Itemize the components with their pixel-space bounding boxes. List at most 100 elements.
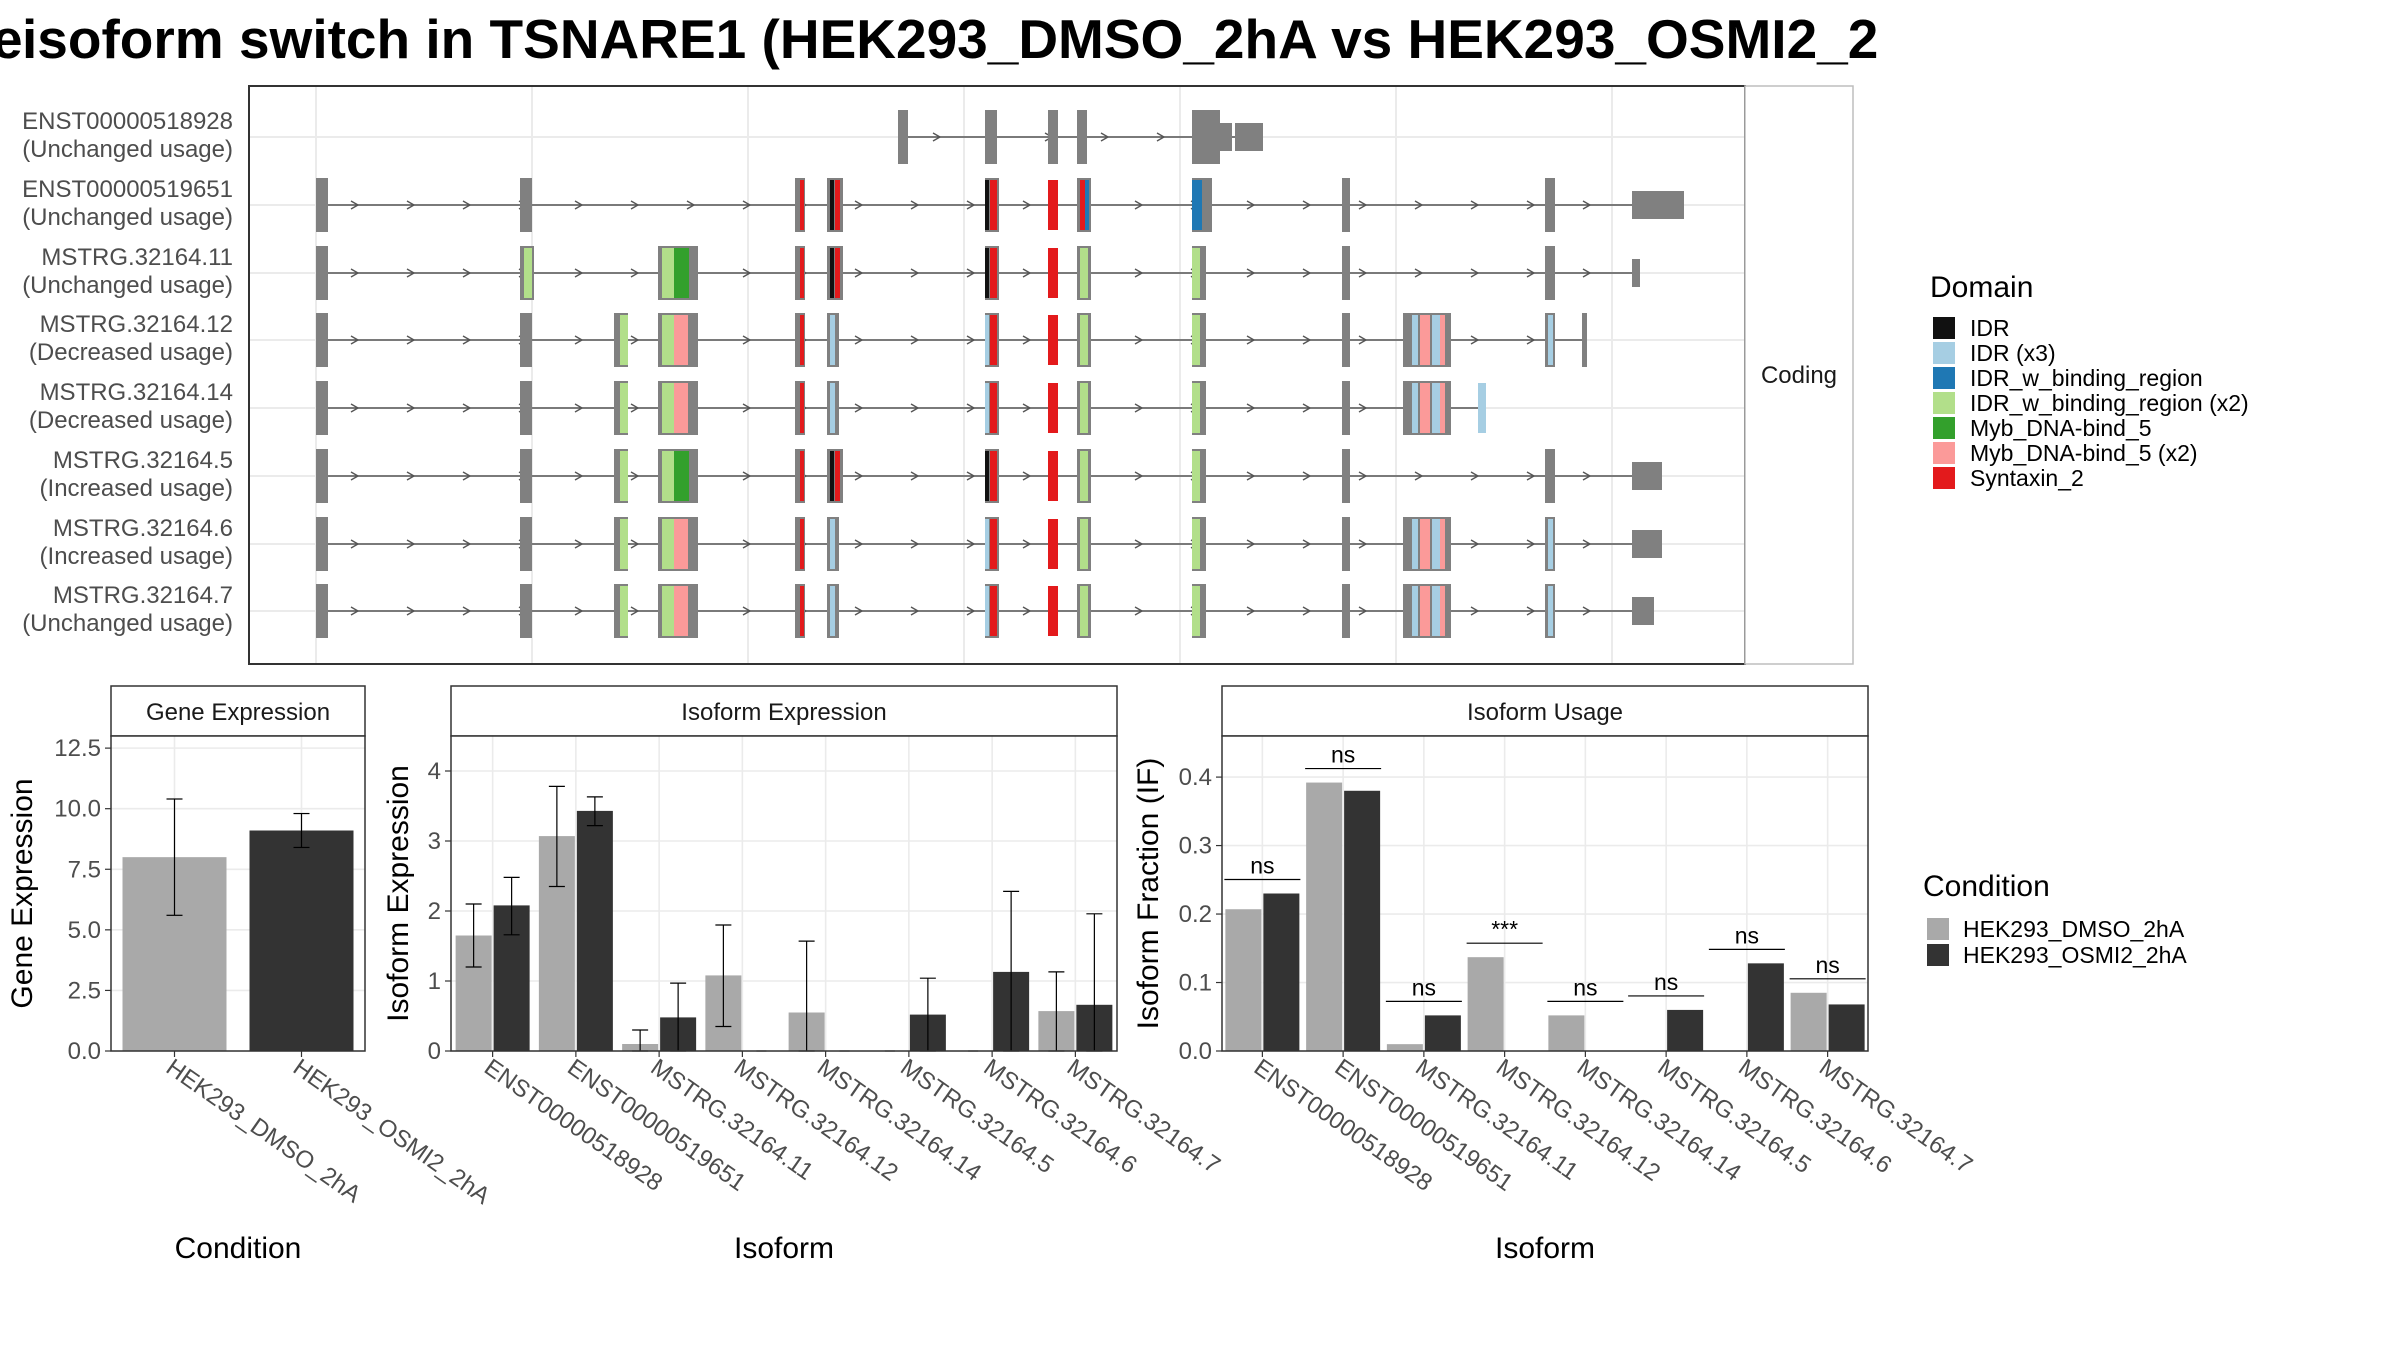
domain-block — [800, 315, 804, 365]
intron-arrow-icon — [574, 606, 584, 616]
domain-block — [1478, 383, 1486, 433]
intron-arrow-icon — [1246, 335, 1256, 345]
domain-block — [800, 451, 804, 501]
domain-block — [830, 586, 835, 636]
domain-block — [1048, 451, 1058, 501]
intron-arrow-icon — [630, 403, 640, 413]
domain-block — [1440, 383, 1445, 433]
y-tick-label: 1 — [428, 968, 441, 995]
intron-arrow-icon — [1246, 606, 1256, 616]
transcript-row — [316, 381, 1486, 435]
domain-block — [990, 248, 997, 298]
domain-legend-swatch — [1933, 442, 1955, 464]
exon-block — [1342, 178, 1350, 232]
domain-block — [1080, 248, 1088, 298]
intron-arrow-icon — [1582, 268, 1592, 278]
domain-block — [830, 451, 834, 501]
domain-block — [674, 315, 688, 365]
domain-block — [662, 451, 674, 501]
transcript-row — [316, 449, 1662, 503]
domain-block — [1420, 519, 1430, 569]
intron-arrow-icon — [574, 200, 584, 210]
domain-block — [1048, 248, 1058, 298]
y-tick-label: 4 — [428, 758, 441, 785]
intron-arrow-icon — [630, 200, 640, 210]
domain-block — [524, 248, 532, 298]
intron-arrow-icon — [854, 403, 864, 413]
intron-arrow-icon — [854, 335, 864, 345]
intron-arrow-icon — [1526, 200, 1536, 210]
intron-arrow-icon — [350, 606, 360, 616]
bar — [1344, 790, 1381, 1051]
intron-arrow-icon — [742, 606, 752, 616]
intron-arrow-icon — [910, 471, 920, 481]
domain-block — [1412, 519, 1418, 569]
y-axis-title: Gene Expression — [6, 778, 39, 1008]
domain-legend-label: IDR_w_binding_region — [1970, 365, 2203, 391]
intron-arrow-icon — [406, 471, 416, 481]
transcript-usage-label: (Decreased usage) — [29, 339, 233, 366]
intron-arrow-icon — [966, 471, 976, 481]
bar — [1828, 1004, 1865, 1051]
domain-block — [1048, 180, 1058, 230]
domain-block — [674, 586, 688, 636]
transcript-row — [898, 110, 1263, 164]
intron-arrow-icon — [1134, 200, 1144, 210]
intron-arrow-icon — [1358, 403, 1368, 413]
bar — [1467, 957, 1504, 1051]
transcript-usage-label: (Increased usage) — [40, 543, 233, 570]
intron-arrow-icon — [1100, 132, 1110, 142]
exon-block — [316, 381, 328, 435]
intron-arrow-icon — [1582, 606, 1592, 616]
domain-block — [985, 180, 989, 230]
domain-block — [1080, 180, 1086, 230]
intron-arrow-icon — [1526, 268, 1536, 278]
exon-block — [316, 517, 328, 571]
domain-block — [835, 451, 840, 501]
domain-block — [1048, 519, 1058, 569]
intron-arrow-icon — [630, 539, 640, 549]
domain-block — [1192, 451, 1200, 501]
intron-arrow-icon — [742, 268, 752, 278]
significance-label: ns — [1654, 969, 1678, 995]
exon-block — [520, 517, 532, 571]
intron-arrow-icon — [910, 539, 920, 549]
bar — [576, 810, 613, 1051]
domain-block — [830, 248, 834, 298]
intron-arrow-icon — [742, 335, 752, 345]
domain-block — [1440, 586, 1445, 636]
domain-block — [1192, 180, 1202, 230]
intron-arrow-icon — [1358, 539, 1368, 549]
exon-block — [316, 178, 328, 232]
domain-block — [1192, 586, 1200, 636]
domain-block — [620, 519, 628, 569]
intron-arrow-icon — [350, 539, 360, 549]
domain-block — [800, 586, 804, 636]
intron-arrow-icon — [1582, 471, 1592, 481]
transcript-row — [316, 584, 1654, 638]
y-tick-label: 0.4 — [1179, 764, 1212, 791]
transcript-id-label: ENST00000518928 — [22, 108, 233, 135]
exon-block — [1342, 381, 1350, 435]
intron-arrow-icon — [1134, 335, 1144, 345]
intron-arrow-icon — [910, 268, 920, 278]
intron-arrow-icon — [1246, 268, 1256, 278]
intron-arrow-icon — [1134, 606, 1144, 616]
domain-block — [830, 519, 835, 569]
bar — [1225, 909, 1262, 1051]
intron-arrow-icon — [1358, 335, 1368, 345]
domain-block — [1048, 586, 1058, 636]
domain-block — [990, 315, 997, 365]
intron-arrow-icon — [1156, 132, 1166, 142]
intron-arrow-icon — [854, 268, 864, 278]
transcript-row — [316, 178, 1684, 232]
x-axis-title: Condition — [175, 1232, 302, 1265]
intron-arrow-icon — [574, 471, 584, 481]
utr-block — [1632, 259, 1640, 287]
intron-arrow-icon — [350, 200, 360, 210]
intron-arrow-icon — [462, 200, 472, 210]
significance-label: ns — [1735, 922, 1759, 948]
y-tick-label: 3 — [428, 828, 441, 855]
intron-arrow-icon — [1022, 539, 1032, 549]
